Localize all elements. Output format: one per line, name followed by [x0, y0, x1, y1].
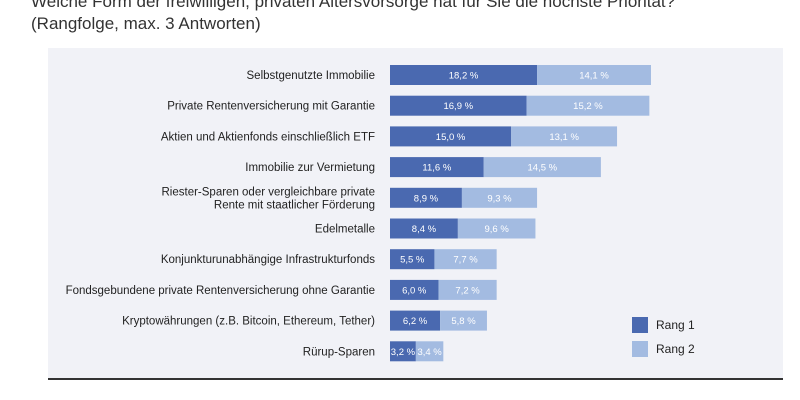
- data-label: 8,9 %: [414, 193, 439, 204]
- category-label: Private Rentenversicherung mit Garantie: [167, 101, 375, 113]
- chart-title: Welche Form der freiwilligen, privaten A…: [31, 0, 675, 35]
- bar-rang-2: [457, 218, 536, 239]
- category-label: Immobilie zur Vermietung: [245, 162, 375, 174]
- data-label: 6,0 %: [402, 285, 427, 296]
- data-label: 5,5 %: [400, 255, 425, 266]
- legend-label: Rang 2: [656, 342, 695, 356]
- legend-label: Rang 1: [656, 318, 695, 332]
- bar-rang-1: [390, 310, 441, 331]
- data-label: 16,9 %: [443, 101, 473, 112]
- bar-rang-2: [434, 249, 497, 270]
- data-label: 5,8 %: [451, 316, 476, 327]
- data-label: 13,1 %: [549, 132, 579, 143]
- bar-rang-2: [511, 126, 618, 147]
- bar-rang-2: [438, 279, 497, 300]
- bar-rang-2: [440, 310, 487, 331]
- bar-rang-1: [390, 65, 538, 85]
- bar-rang-2: [537, 65, 651, 85]
- data-label: 9,6 %: [485, 224, 510, 235]
- bar-rang-2: [526, 95, 650, 116]
- data-label: 15,2 %: [573, 101, 603, 112]
- title-line-1: Welche Form der freiwilligen, privaten A…: [31, 0, 676, 11]
- data-label: 15,0 %: [436, 132, 466, 143]
- bar-rang-1: [390, 249, 435, 270]
- data-label: 8,4 %: [412, 224, 437, 235]
- category-label: Konjunkturunabhängige Infrastrukturfonds: [161, 254, 375, 266]
- category-label: Aktien und Aktienfonds einschließlich ET…: [161, 131, 375, 143]
- data-label: 14,1 %: [579, 71, 609, 82]
- bar-rang-1: [390, 187, 462, 208]
- bar-rang-1: [390, 279, 439, 300]
- category-label: Kryptowährungen (z.B. Bitcoin, Ethereum,…: [122, 316, 375, 328]
- category-label: Riester-Sparen oder vergleichbare privat…: [162, 186, 376, 198]
- category-label: Selbstgenutzte Immobilie: [247, 70, 375, 82]
- data-label: 18,2 %: [449, 71, 479, 82]
- bar-rang-1: [390, 95, 527, 116]
- data-label: 3,4 %: [417, 347, 442, 358]
- data-label: 14,5 %: [528, 163, 558, 174]
- bar-rang-1: [390, 157, 484, 178]
- category-label: Fondsgebundene private Rentenversicherun…: [66, 285, 375, 297]
- data-label: 11,6 %: [422, 163, 451, 174]
- bar-rang-2: [415, 341, 444, 362]
- legend-swatch: [632, 341, 648, 357]
- category-label: Edelmetalle: [315, 224, 375, 236]
- bar-rang-1: [390, 341, 416, 362]
- bar-rang-1: [390, 218, 458, 239]
- bar-rang-1: [390, 126, 512, 147]
- bar-rang-2: [461, 187, 538, 208]
- baseline: [48, 378, 783, 380]
- data-label: 6,2 %: [403, 316, 428, 327]
- category-label: Rente mit staatlicher Förderung: [214, 199, 375, 211]
- data-label: 7,2 %: [455, 285, 480, 296]
- data-label: 9,3 %: [487, 193, 512, 204]
- category-label: Rürup-Sparen: [303, 346, 375, 358]
- data-label: 7,7 %: [453, 255, 478, 266]
- title-line-2: (Rangfolge, max. 3 Antworten): [31, 14, 261, 33]
- data-label: 3,2 %: [391, 347, 416, 358]
- bar-rang-2: [483, 157, 601, 178]
- legend-swatch: [632, 317, 648, 333]
